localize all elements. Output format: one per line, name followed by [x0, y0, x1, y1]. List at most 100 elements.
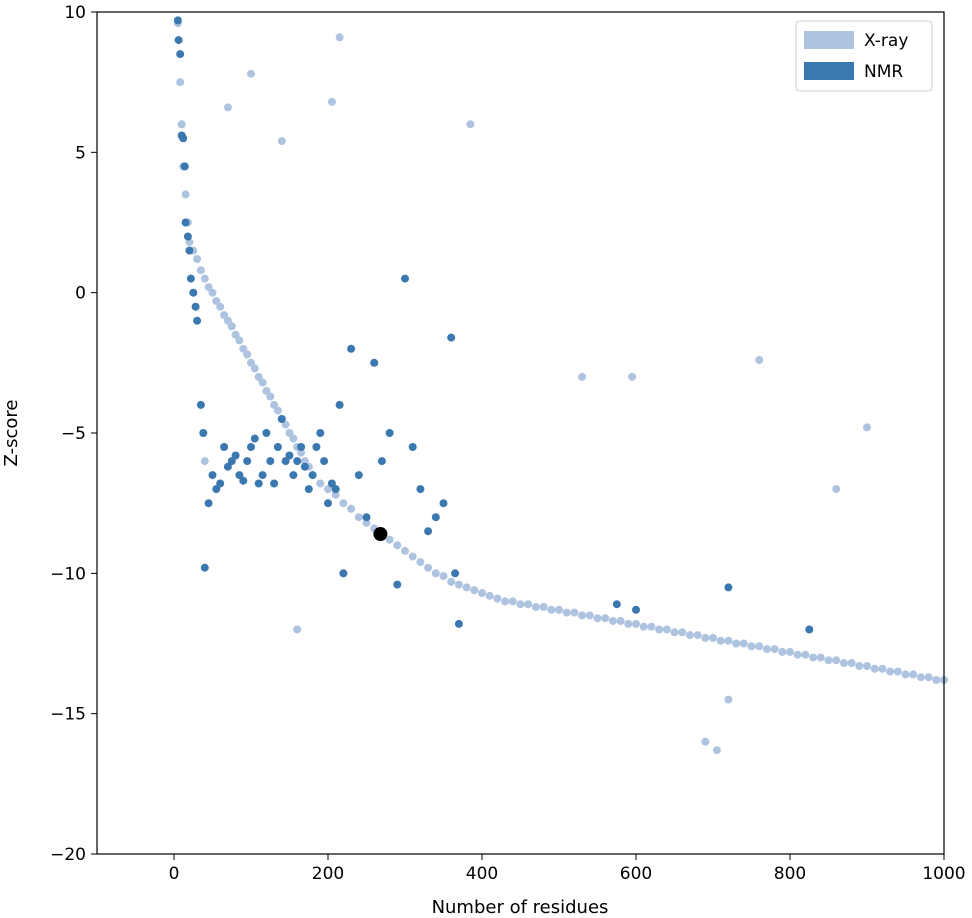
- point-x-ray: [863, 423, 871, 432]
- point-nmr: [270, 479, 279, 488]
- point-x-ray: [478, 589, 486, 597]
- point-x-ray: [454, 580, 463, 589]
- x-axis-label: Number of residues: [432, 897, 609, 918]
- point-x-ray: [385, 535, 394, 544]
- point-x-ray: [578, 372, 587, 381]
- point-x-ray: [470, 586, 479, 595]
- point-x-ray: [647, 622, 656, 631]
- point-x-ray: [354, 513, 363, 522]
- x-tick-label: 800: [774, 864, 806, 884]
- point-x-ray: [863, 662, 871, 670]
- point-x-ray: [177, 120, 186, 129]
- x-tick-label: 400: [466, 864, 498, 884]
- highlight-layer: [373, 527, 388, 541]
- point-x-ray: [793, 650, 802, 659]
- point-x-ray: [678, 628, 687, 637]
- point-nmr: [324, 499, 332, 508]
- point-nmr: [181, 218, 190, 227]
- point-x-ray: [562, 608, 571, 617]
- point-nmr: [204, 499, 213, 508]
- point-nmr: [632, 605, 640, 614]
- point-x-ray: [670, 628, 679, 637]
- point-x-ray: [347, 504, 356, 513]
- point-nmr: [183, 232, 192, 241]
- point-nmr: [176, 50, 185, 59]
- point-x-ray: [916, 673, 925, 682]
- point-nmr: [297, 443, 306, 451]
- point-x-ray: [932, 676, 941, 684]
- point-x-ray: [732, 639, 741, 648]
- point-x-ray: [335, 33, 344, 42]
- point-nmr: [180, 162, 189, 171]
- point-nmr: [174, 36, 183, 45]
- point-x-ray: [447, 577, 456, 586]
- legend-label-nmr: NMR: [864, 62, 903, 82]
- point-x-ray: [181, 190, 190, 199]
- point-x-ray: [832, 656, 841, 665]
- point-x-ray: [212, 297, 221, 306]
- point-x-ray: [685, 631, 694, 640]
- point-nmr: [805, 625, 814, 634]
- point-x-ray: [424, 563, 433, 572]
- point-nmr: [454, 619, 463, 628]
- point-nmr: [193, 316, 202, 325]
- point-nmr: [347, 344, 356, 353]
- point-x-ray: [786, 647, 794, 656]
- point-x-ray: [839, 659, 848, 668]
- point-nmr: [258, 471, 267, 480]
- point-x-ray: [893, 667, 902, 676]
- point-nmr: [262, 429, 271, 437]
- point-x-ray: [724, 695, 733, 704]
- point-nmr: [179, 134, 188, 143]
- point-x-ray: [816, 653, 825, 662]
- point-x-ray: [193, 255, 202, 263]
- point-nmr: [327, 479, 336, 488]
- point-nmr: [308, 471, 317, 480]
- point-nmr: [173, 16, 182, 25]
- point-nmr: [199, 429, 208, 437]
- point-x-ray: [289, 434, 298, 443]
- point-x-ray: [847, 659, 856, 668]
- point-nmr: [189, 288, 198, 297]
- point-x-ray: [778, 647, 787, 656]
- point-x-ray: [762, 645, 771, 654]
- y-tick-label: 10: [64, 3, 86, 23]
- point-x-ray: [701, 737, 710, 746]
- point-x-ray: [273, 406, 282, 415]
- point-x-ray: [204, 283, 213, 292]
- point-x-ray: [208, 288, 217, 297]
- point-nmr: [186, 274, 195, 283]
- point-nmr: [424, 527, 433, 536]
- point-nmr: [281, 457, 290, 466]
- point-x-ray: [555, 605, 563, 614]
- point-x-ray: [196, 266, 205, 275]
- point-nmr: [277, 415, 286, 423]
- point-x-ray: [223, 103, 232, 112]
- point-x-ray: [662, 625, 671, 634]
- point-x-ray: [293, 625, 302, 634]
- point-x-ray: [601, 614, 610, 623]
- point-x-ray: [216, 302, 225, 311]
- point-x-ray: [801, 650, 810, 659]
- point-x-ray: [770, 645, 779, 654]
- point-nmr: [235, 471, 244, 480]
- point-x-ray: [632, 619, 640, 628]
- y-tick-label: 0: [75, 284, 86, 304]
- point-x-ray: [909, 670, 918, 679]
- point-x-ray: [266, 392, 275, 401]
- point-nmr: [447, 333, 456, 342]
- point-x-ray: [585, 611, 594, 620]
- point-x-ray: [239, 344, 248, 353]
- point-x-ray: [258, 378, 267, 387]
- point-x-ray: [508, 597, 517, 606]
- point-x-ray: [712, 746, 721, 755]
- point-x-ray: [297, 448, 306, 457]
- point-x-ray: [393, 541, 402, 550]
- point-x-ray: [593, 614, 602, 623]
- point-x-ray: [485, 591, 494, 600]
- point-x-ray: [223, 316, 232, 325]
- point-x-ray: [809, 653, 818, 662]
- point-nmr: [285, 451, 294, 460]
- point-x-ray: [901, 670, 910, 679]
- point-nmr: [223, 462, 232, 471]
